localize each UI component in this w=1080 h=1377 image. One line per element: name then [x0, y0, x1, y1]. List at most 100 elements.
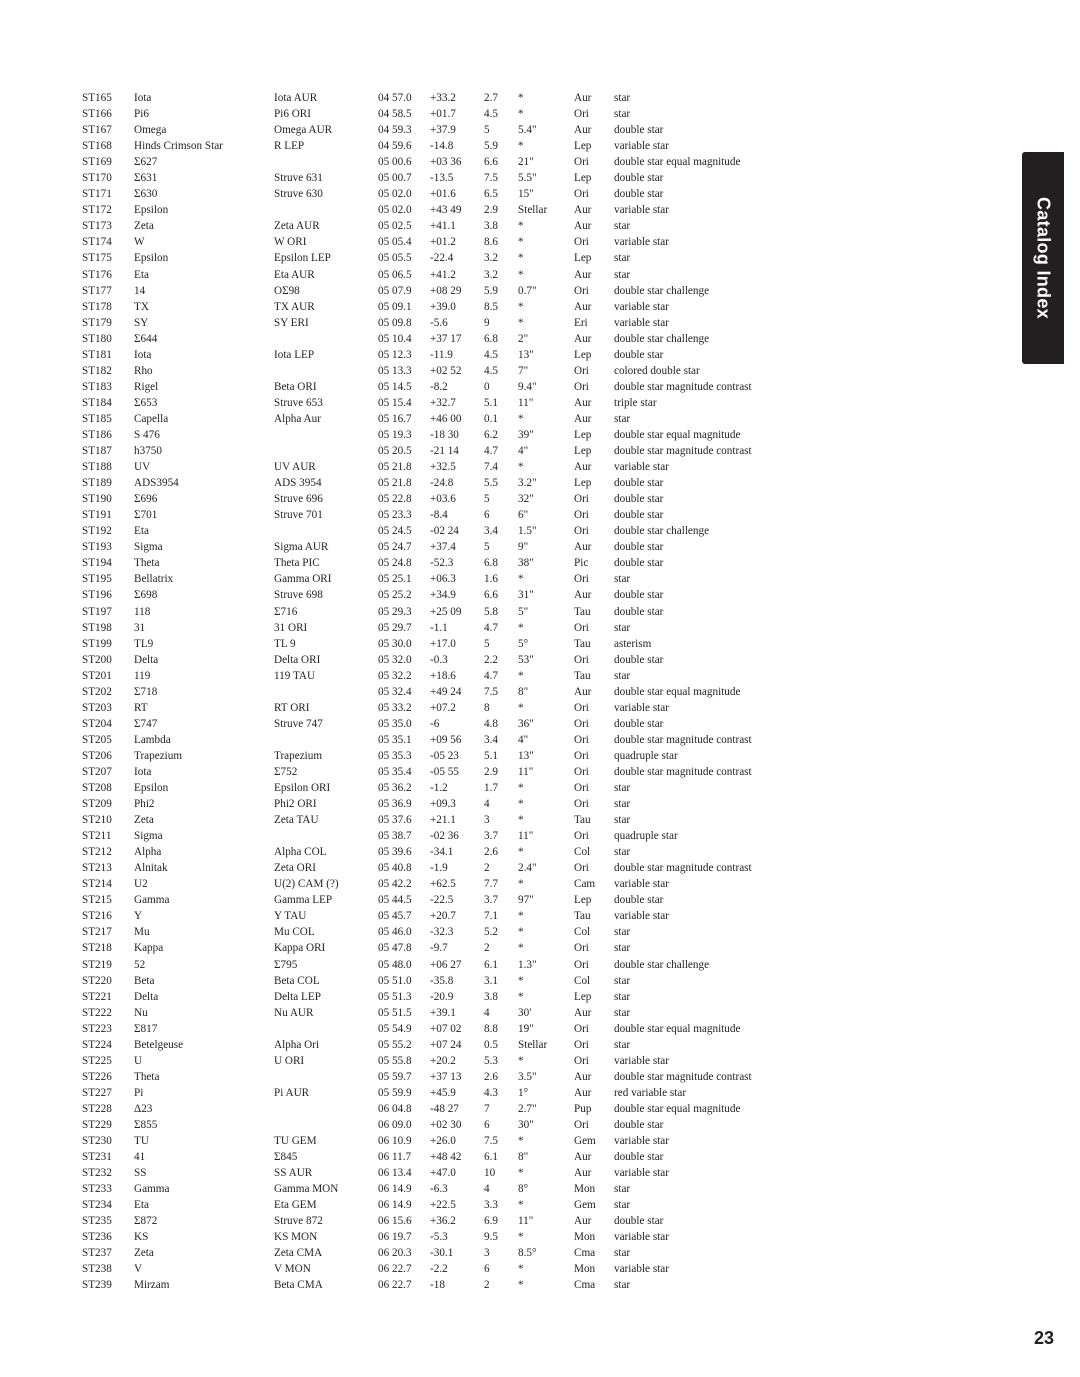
table-cell: 9"	[518, 539, 574, 555]
table-cell: 6.6	[484, 587, 518, 603]
table-cell	[274, 1101, 378, 1117]
table-cell: variable star	[614, 1261, 912, 1277]
table-cell	[274, 1021, 378, 1037]
table-cell: 10	[484, 1165, 518, 1181]
table-cell: 05 59.9	[378, 1085, 430, 1101]
table-cell: Zeta CMA	[274, 1245, 378, 1261]
table-cell: 05 02.5	[378, 218, 430, 234]
table-cell: 05 46.0	[378, 924, 430, 940]
side-tab-label: Catalog Index	[1033, 197, 1054, 319]
table-cell: Tau	[574, 908, 614, 924]
table-cell: RT ORI	[274, 700, 378, 716]
table-row: ST204Σ747Struve 74705 35.0-64.836"Oridou…	[82, 716, 912, 732]
table-cell: 3.5"	[518, 1069, 574, 1085]
table-cell: ST200	[82, 652, 134, 668]
table-cell: *	[518, 1277, 574, 1293]
table-cell: variable star	[614, 315, 912, 331]
table-cell: *	[518, 844, 574, 860]
table-cell: 05 25.2	[378, 587, 430, 603]
table-cell: 7.5	[484, 170, 518, 186]
table-cell: +22.5	[430, 1197, 484, 1213]
table-cell: Pi6	[134, 106, 274, 122]
table-cell: 5.1	[484, 748, 518, 764]
table-cell: Aur	[574, 587, 614, 603]
table-cell: 1.3"	[518, 957, 574, 973]
table-cell: 05 20.5	[378, 443, 430, 459]
table-cell: 11"	[518, 828, 574, 844]
table-cell: +07 24	[430, 1037, 484, 1053]
table-cell: double star challenge	[614, 283, 912, 299]
table-cell: 06 22.7	[378, 1277, 430, 1293]
table-cell: star	[614, 250, 912, 266]
table-cell: Gamma ORI	[274, 571, 378, 587]
table-cell: *	[518, 1229, 574, 1245]
table-cell: 06 14.9	[378, 1181, 430, 1197]
table-cell: 8.8	[484, 1021, 518, 1037]
table-cell: -14.8	[430, 138, 484, 154]
table-cell: U2	[134, 876, 274, 892]
table-cell: Σ845	[274, 1149, 378, 1165]
table-cell: ST197	[82, 604, 134, 620]
table-cell: U	[134, 1053, 274, 1069]
table-cell: 05 22.8	[378, 491, 430, 507]
table-cell: Ori	[574, 957, 614, 973]
table-cell: 6	[484, 1261, 518, 1277]
table-cell: *	[518, 299, 574, 315]
table-cell: 3.7	[484, 828, 518, 844]
table-cell: *	[518, 700, 574, 716]
table-cell: 5.4"	[518, 122, 574, 138]
table-cell: 6.2	[484, 427, 518, 443]
table-cell: Lep	[574, 138, 614, 154]
table-cell: 3.4	[484, 732, 518, 748]
table-row: ST224BetelgeuseAlpha Ori05 55.2+07 240.5…	[82, 1037, 912, 1053]
table-cell: 2	[484, 1277, 518, 1293]
table-cell: +62.5	[430, 876, 484, 892]
table-cell: Alpha Ori	[274, 1037, 378, 1053]
table-cell: Zeta ORI	[274, 860, 378, 876]
table-cell: Lep	[574, 892, 614, 908]
table-cell: 118	[134, 604, 274, 620]
table-cell: Aur	[574, 1165, 614, 1181]
table-cell: +20.7	[430, 908, 484, 924]
table-cell: Struve 872	[274, 1213, 378, 1229]
table-cell: +41.2	[430, 267, 484, 283]
table-cell	[274, 684, 378, 700]
table-cell: Eta	[134, 1197, 274, 1213]
table-cell: 9.4"	[518, 379, 574, 395]
table-cell: Delta ORI	[274, 652, 378, 668]
table-cell: ST208	[82, 780, 134, 796]
table-cell: 05 23.3	[378, 507, 430, 523]
table-cell: Lep	[574, 347, 614, 363]
table-cell: 2.6	[484, 844, 518, 860]
table-cell: Ori	[574, 860, 614, 876]
table-cell: 32"	[518, 491, 574, 507]
table-cell: double star	[614, 555, 912, 571]
table-cell: 3.1	[484, 973, 518, 989]
table-cell: Eta GEM	[274, 1197, 378, 1213]
table-cell: +36.2	[430, 1213, 484, 1229]
table-cell: *	[518, 668, 574, 684]
table-cell: Omega	[134, 122, 274, 138]
table-cell: 7.5	[484, 1133, 518, 1149]
table-cell: Tau	[574, 812, 614, 828]
table-cell: Struve 698	[274, 587, 378, 603]
table-row: ST201119119 TAU05 32.2+18.64.7*Taustar	[82, 668, 912, 684]
table-cell: 05 32.2	[378, 668, 430, 684]
table-cell: star	[614, 106, 912, 122]
table-cell: -13.5	[430, 170, 484, 186]
table-cell: variable star	[614, 876, 912, 892]
table-cell: 41	[134, 1149, 274, 1165]
table-cell: 3.8	[484, 218, 518, 234]
table-cell: 05 02.0	[378, 202, 430, 218]
table-cell: Rho	[134, 363, 274, 379]
table-cell: Trapezium	[134, 748, 274, 764]
table-cell: variable star	[614, 202, 912, 218]
table-cell: 05 13.3	[378, 363, 430, 379]
table-cell: Ori	[574, 780, 614, 796]
table-cell: 05 21.8	[378, 459, 430, 475]
table-cell: -9.7	[430, 940, 484, 956]
table-cell: -20.9	[430, 989, 484, 1005]
table-cell: 4.7	[484, 443, 518, 459]
table-cell: ST170	[82, 170, 134, 186]
table-cell: 2	[484, 940, 518, 956]
